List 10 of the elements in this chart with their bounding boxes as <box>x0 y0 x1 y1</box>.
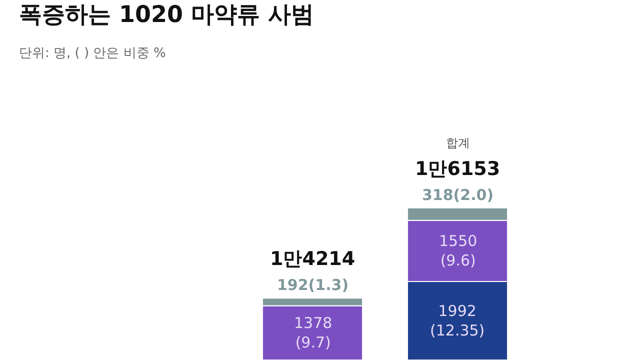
data-label: 192(1.3) <box>277 276 349 294</box>
data-label: 318(2.0) <box>422 186 494 204</box>
total-label: 1만4214 <box>270 248 356 270</box>
data-label: 1550 (9.6) <box>439 232 478 270</box>
text: 단위: 명, ( ) 안은 비중 % <box>19 46 166 61</box>
total-label: 1만6153 <box>415 158 500 180</box>
text: 합계 <box>446 136 470 150</box>
data-label: 1378 (9.7) <box>294 314 332 352</box>
chart-title: 폭증하는 1020 마약류 사범 <box>19 2 314 28</box>
data-label: 1992 (12.35) <box>430 302 485 340</box>
